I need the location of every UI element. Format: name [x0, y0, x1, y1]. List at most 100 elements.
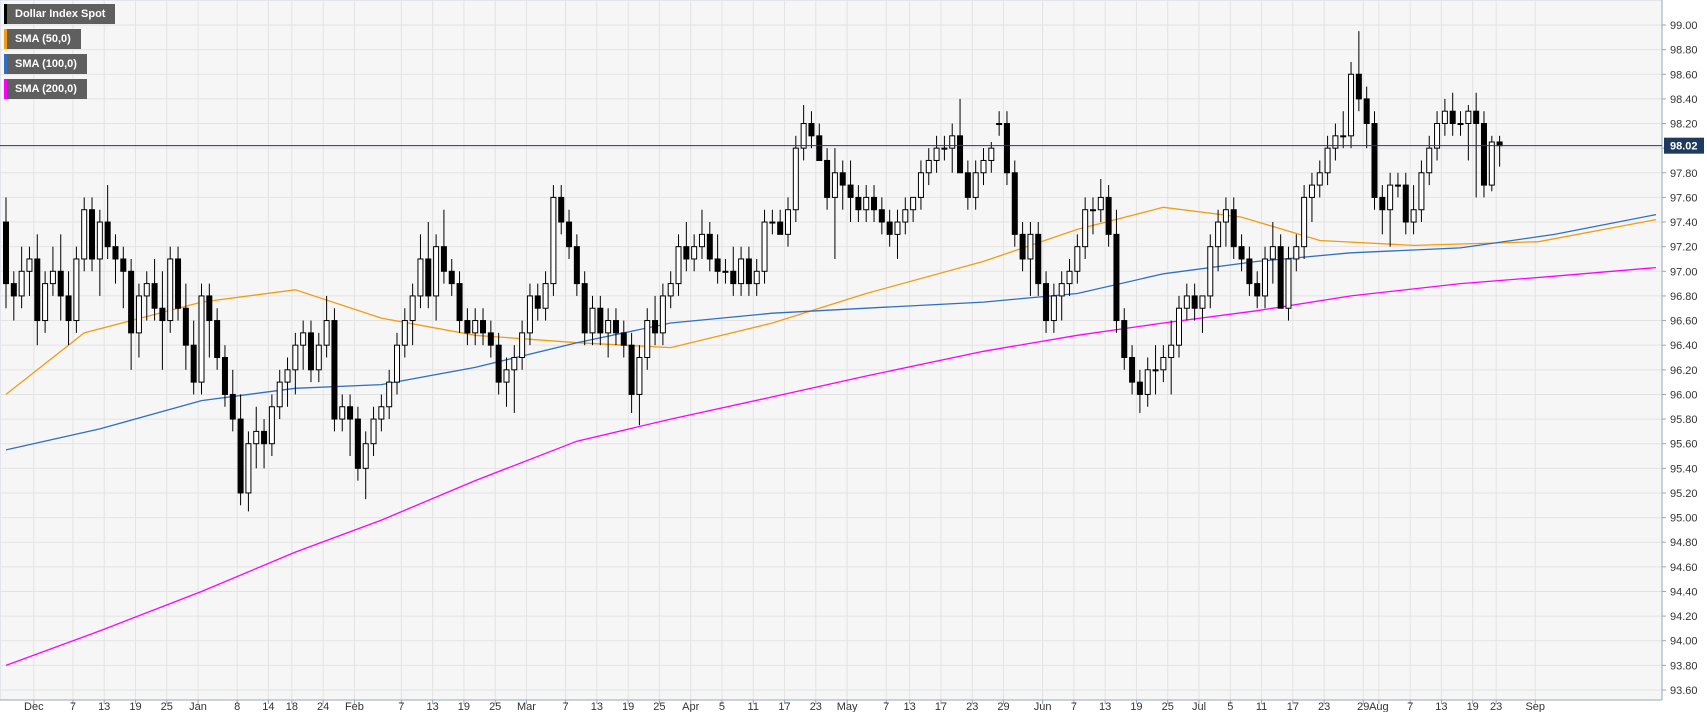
candle — [331, 308, 338, 432]
candle-body-down — [448, 270, 455, 285]
candle-body-up — [81, 209, 88, 260]
candle-body-up — [1488, 141, 1495, 186]
x-tick-label: 23 — [966, 701, 978, 712]
candle — [1371, 111, 1378, 210]
candle-body-up — [417, 258, 424, 297]
candle — [1262, 246, 1269, 309]
x-tick-label: 29 — [1357, 701, 1369, 712]
candle — [57, 234, 64, 321]
y-tick-label: 96.60 — [1670, 316, 1698, 328]
candle-body-up — [135, 295, 142, 334]
candle-body-up — [769, 221, 776, 224]
candle — [698, 209, 705, 259]
candle — [175, 246, 182, 321]
candle-body-down — [878, 209, 885, 223]
legend-item-price[interactable]: Dollar Index Spot — [4, 4, 116, 24]
candle — [323, 295, 330, 358]
candle-body-up — [1222, 209, 1229, 223]
candle-body-down — [683, 246, 690, 260]
candle-body-up — [245, 443, 252, 494]
candle — [824, 148, 831, 210]
y-tick-label: 94.60 — [1670, 562, 1698, 574]
candle-body-up — [550, 196, 557, 285]
candle-body-up — [722, 270, 729, 273]
candle-body-up — [753, 270, 760, 285]
y-tick-label: 95.60 — [1670, 439, 1698, 451]
candle — [417, 234, 424, 309]
candle-body-down — [120, 258, 127, 272]
candle-body-down — [10, 283, 17, 297]
candle-body-up — [980, 159, 987, 174]
candle — [347, 394, 354, 457]
candle-body-down — [1191, 295, 1198, 309]
candle-body-down — [3, 221, 9, 285]
candle-body-down — [1496, 141, 1503, 147]
candle — [871, 185, 878, 223]
x-tick-label: Dec — [24, 701, 44, 712]
plot-background — [0, 0, 1663, 701]
legend-item-sma200[interactable]: SMA (200,0) — [4, 79, 87, 99]
candle — [1215, 209, 1222, 272]
candle-body-down — [1449, 110, 1456, 125]
candle — [472, 308, 479, 346]
candle — [777, 209, 784, 235]
candle — [1441, 98, 1448, 136]
candle-body-up — [42, 283, 49, 322]
x-tick-label: Sep — [1525, 701, 1545, 712]
candle-body-down — [573, 246, 580, 285]
x-tick-label: Mar — [517, 701, 536, 712]
candle — [1269, 222, 1276, 284]
candle-body-up — [800, 123, 807, 149]
candle — [128, 258, 135, 370]
candle — [659, 283, 666, 346]
candle-body-down — [714, 258, 721, 272]
y-tick-label: 96.80 — [1670, 291, 1698, 303]
candle — [738, 246, 745, 296]
candle — [847, 160, 854, 223]
candle — [362, 431, 369, 500]
candle-body-up — [1207, 246, 1214, 297]
candle-body-up — [659, 295, 666, 334]
y-axis-background — [1662, 0, 1707, 712]
x-tick-label: 18 — [286, 701, 298, 712]
x-tick-label: Jun — [1034, 701, 1052, 712]
candle — [3, 197, 9, 309]
y-tick-label: 93.80 — [1670, 660, 1698, 672]
candle-body-up — [378, 406, 385, 420]
candle — [1089, 197, 1096, 235]
legend-swatch-sma200 — [4, 79, 7, 99]
candle-body-up — [1199, 295, 1206, 309]
candle-body-down — [1254, 283, 1261, 297]
candle — [1230, 197, 1237, 259]
legend-item-sma50[interactable]: SMA (50,0) — [4, 29, 81, 49]
legend-item-sma100[interactable]: SMA (100,0) — [4, 54, 87, 74]
candle-body-up — [386, 381, 393, 408]
candle-body-up — [972, 172, 979, 198]
candle — [620, 320, 627, 358]
candle — [1387, 172, 1394, 247]
candle-body-down — [307, 332, 314, 371]
candle — [1027, 222, 1034, 296]
x-tick-label: 13 — [591, 701, 603, 712]
candle — [1254, 271, 1261, 309]
candle — [785, 197, 791, 247]
x-tick-label: 7 — [70, 701, 76, 712]
candle — [1066, 258, 1073, 296]
candle-body-up — [1183, 295, 1190, 309]
legend-swatch-sma100 — [4, 54, 7, 74]
candle — [42, 271, 49, 333]
y-tick-label: 98.40 — [1670, 94, 1698, 106]
y-tick-label: 98.80 — [1670, 45, 1698, 57]
candle-body-up — [636, 357, 643, 395]
candle — [1449, 92, 1456, 136]
candle — [10, 271, 17, 321]
candle-body-up — [1089, 209, 1096, 212]
candle — [1183, 283, 1190, 321]
candle-body-up — [394, 344, 400, 383]
candle-body-up — [1066, 270, 1073, 285]
candle-body-up — [1465, 110, 1472, 125]
candle — [1129, 345, 1136, 395]
candle-body-down — [104, 221, 111, 248]
candle-body-down — [1003, 123, 1010, 174]
candle-body-up — [49, 270, 56, 285]
